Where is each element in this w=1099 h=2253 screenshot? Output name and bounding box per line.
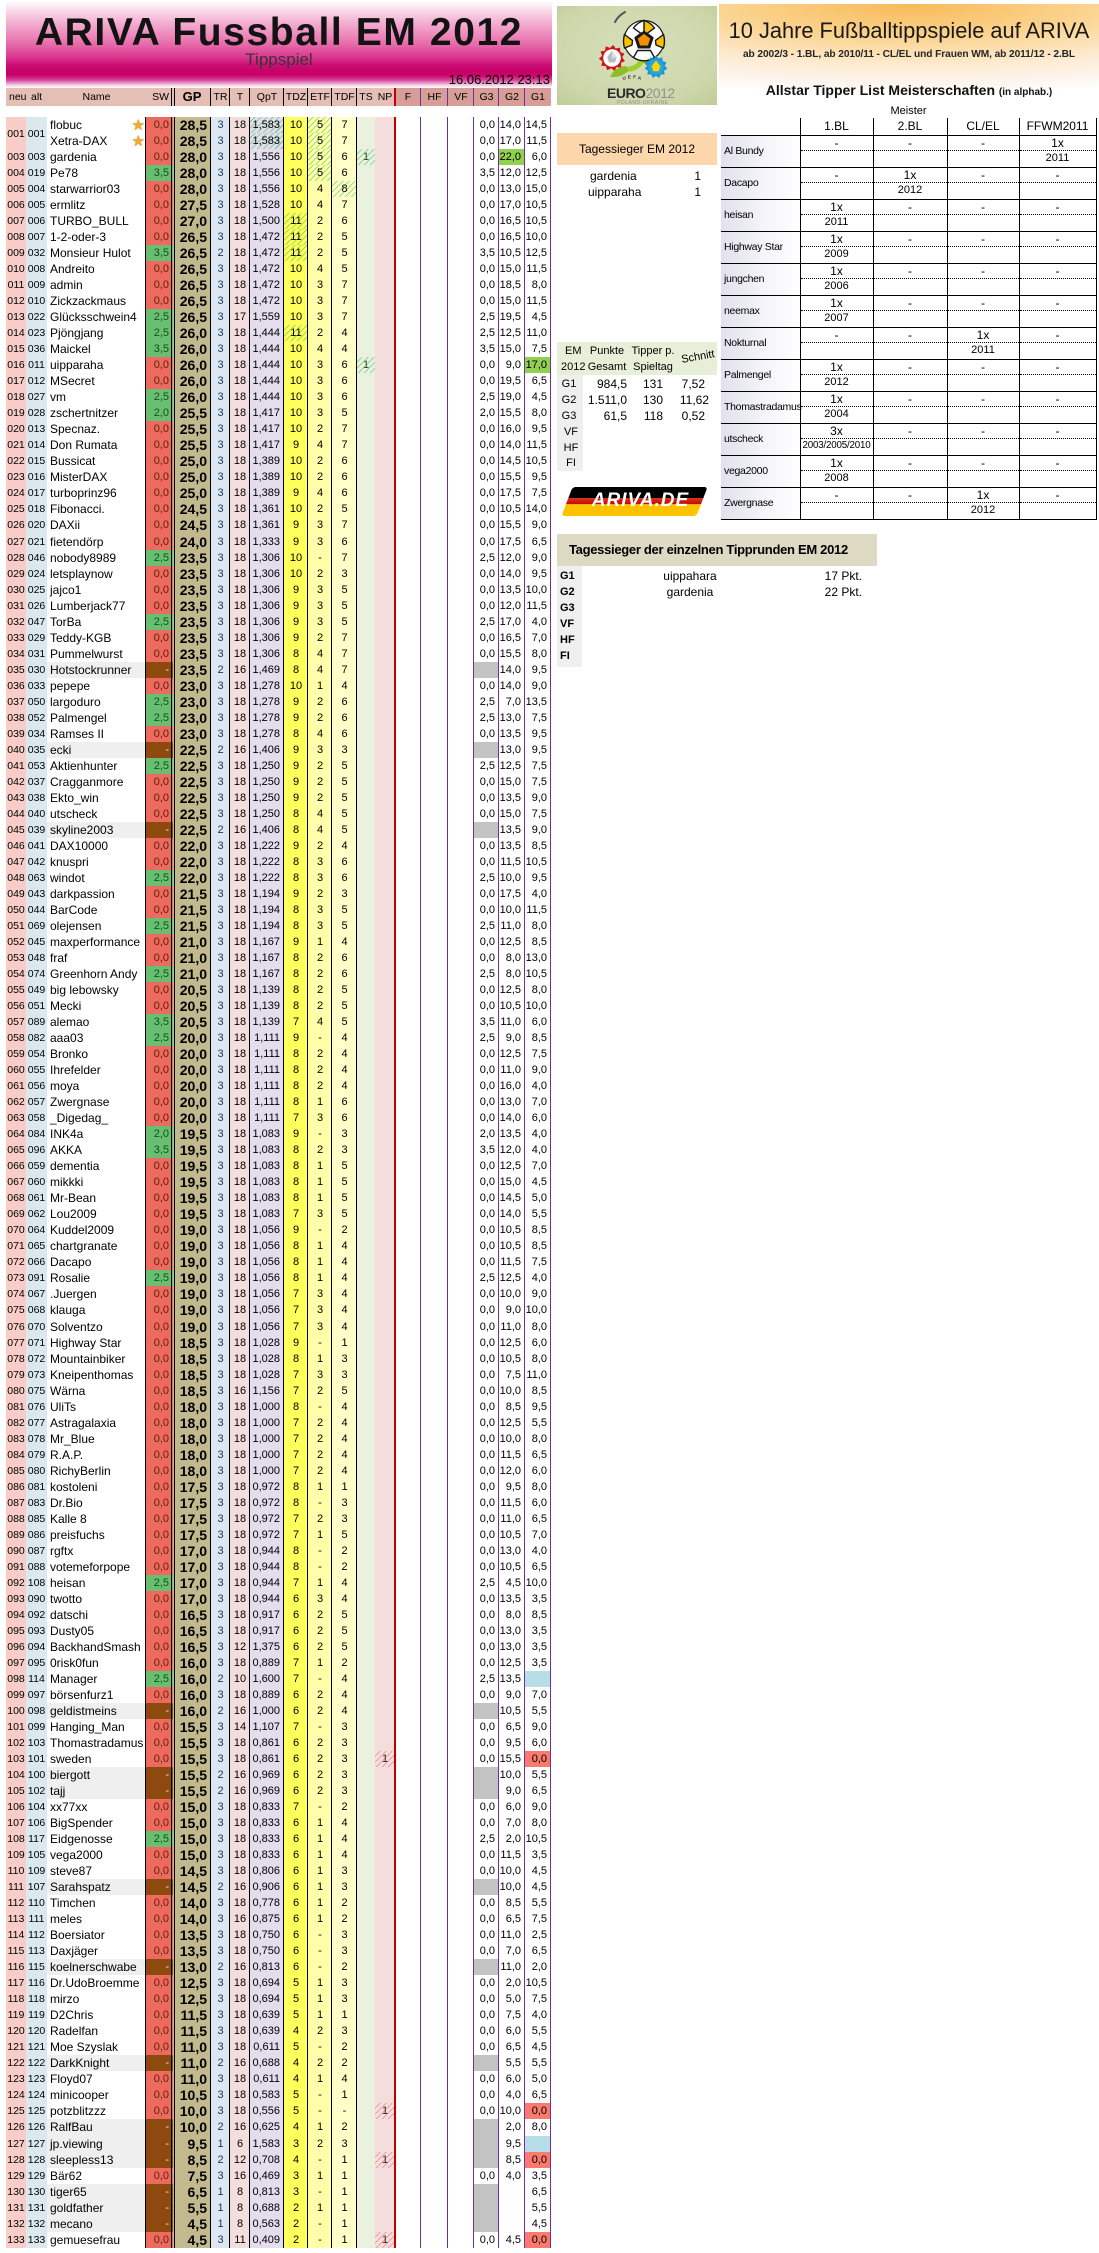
svg-text:E: E: [628, 74, 632, 79]
svg-text:2012: 2012: [646, 85, 676, 101]
svg-text:U: U: [622, 75, 627, 81]
svg-text:F: F: [633, 74, 636, 79]
svg-text:POLAND-UKRAINE: POLAND-UKRAINE: [617, 100, 669, 105]
svg-text:EURO: EURO: [607, 85, 646, 101]
svg-text:A: A: [637, 75, 642, 81]
